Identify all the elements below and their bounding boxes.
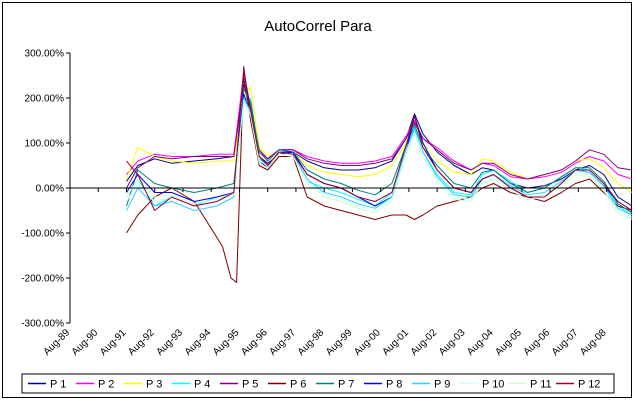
series-line — [126, 99, 633, 218]
chart-frame — [2, 2, 632, 398]
y-tick-label: 300.00% — [25, 49, 65, 60]
series-line — [126, 86, 633, 193]
x-tick-label: Aug-07 — [550, 327, 581, 358]
x-tick-label: Aug-06 — [522, 327, 553, 358]
y-tick-label: 0.00% — [36, 184, 64, 195]
legend-label: P 1 — [50, 379, 66, 391]
x-tick-label: Aug-97 — [267, 327, 298, 358]
y-tick-label: -200.00% — [21, 274, 64, 285]
y-tick-label: 200.00% — [25, 94, 65, 105]
x-tick-label: Aug-96 — [239, 327, 270, 358]
x-tick-label: Aug-03 — [437, 327, 468, 358]
axes: 300.00% 200.00% 100.00% 0.00% -100.00% -200.0… — [21, 49, 632, 358]
x-tick-label: Aug-04 — [465, 327, 496, 358]
series-line — [126, 68, 633, 211]
series-line — [126, 88, 633, 214]
x-tick-label: Aug-99 — [324, 327, 355, 358]
x-tick-label: Aug-08 — [578, 327, 609, 358]
legend-label: P 8 — [386, 379, 402, 391]
x-tick-label: Aug-93 — [155, 327, 186, 358]
legend-label: P 12 — [578, 379, 600, 391]
x-tick-label: Aug-95 — [211, 327, 242, 358]
x-tick-label: Aug-94 — [183, 327, 214, 358]
legend-label: P 10 — [482, 379, 504, 391]
x-tick-label: Aug-00 — [352, 327, 383, 358]
y-tick-label: 100.00% — [25, 139, 65, 150]
x-tick-label: Aug-90 — [70, 327, 101, 358]
x-tick-label: Aug-98 — [296, 327, 327, 358]
series-line — [126, 97, 633, 216]
y-tick-label: -100.00% — [21, 229, 64, 240]
y-tick-label: -300.00% — [21, 319, 64, 330]
legend-label: P 9 — [434, 379, 450, 391]
plot-lines — [126, 66, 633, 283]
legend-label: P 6 — [290, 379, 306, 391]
series-line — [126, 84, 633, 189]
legend-label: P 4 — [194, 379, 210, 391]
legend: P 1 P 2 P 3 P 4 P 5 P 6 P 7 P 8 P 9 P 10 P 11 P 12 — [21, 373, 615, 394]
x-tick-label: Aug-01 — [380, 327, 411, 358]
x-tick-label: Aug-05 — [493, 327, 524, 358]
x-tick-label: Aug-89 — [42, 327, 73, 358]
legend-label: P 11 — [530, 379, 552, 391]
series-line — [126, 93, 633, 211]
series-line — [126, 72, 633, 180]
legend-label: P 7 — [338, 379, 354, 391]
legend-label: P 3 — [146, 379, 162, 391]
x-tick-label: Aug-91 — [98, 327, 129, 358]
legend-label: P 2 — [98, 379, 114, 391]
chart-title: AutoCorrel Para — [264, 18, 372, 35]
x-tick-label: Aug-92 — [126, 327, 157, 358]
x-tick-label: Aug-02 — [409, 327, 440, 358]
series-line — [126, 66, 633, 283]
legend-label: P 5 — [242, 379, 258, 391]
series-line — [126, 102, 633, 220]
